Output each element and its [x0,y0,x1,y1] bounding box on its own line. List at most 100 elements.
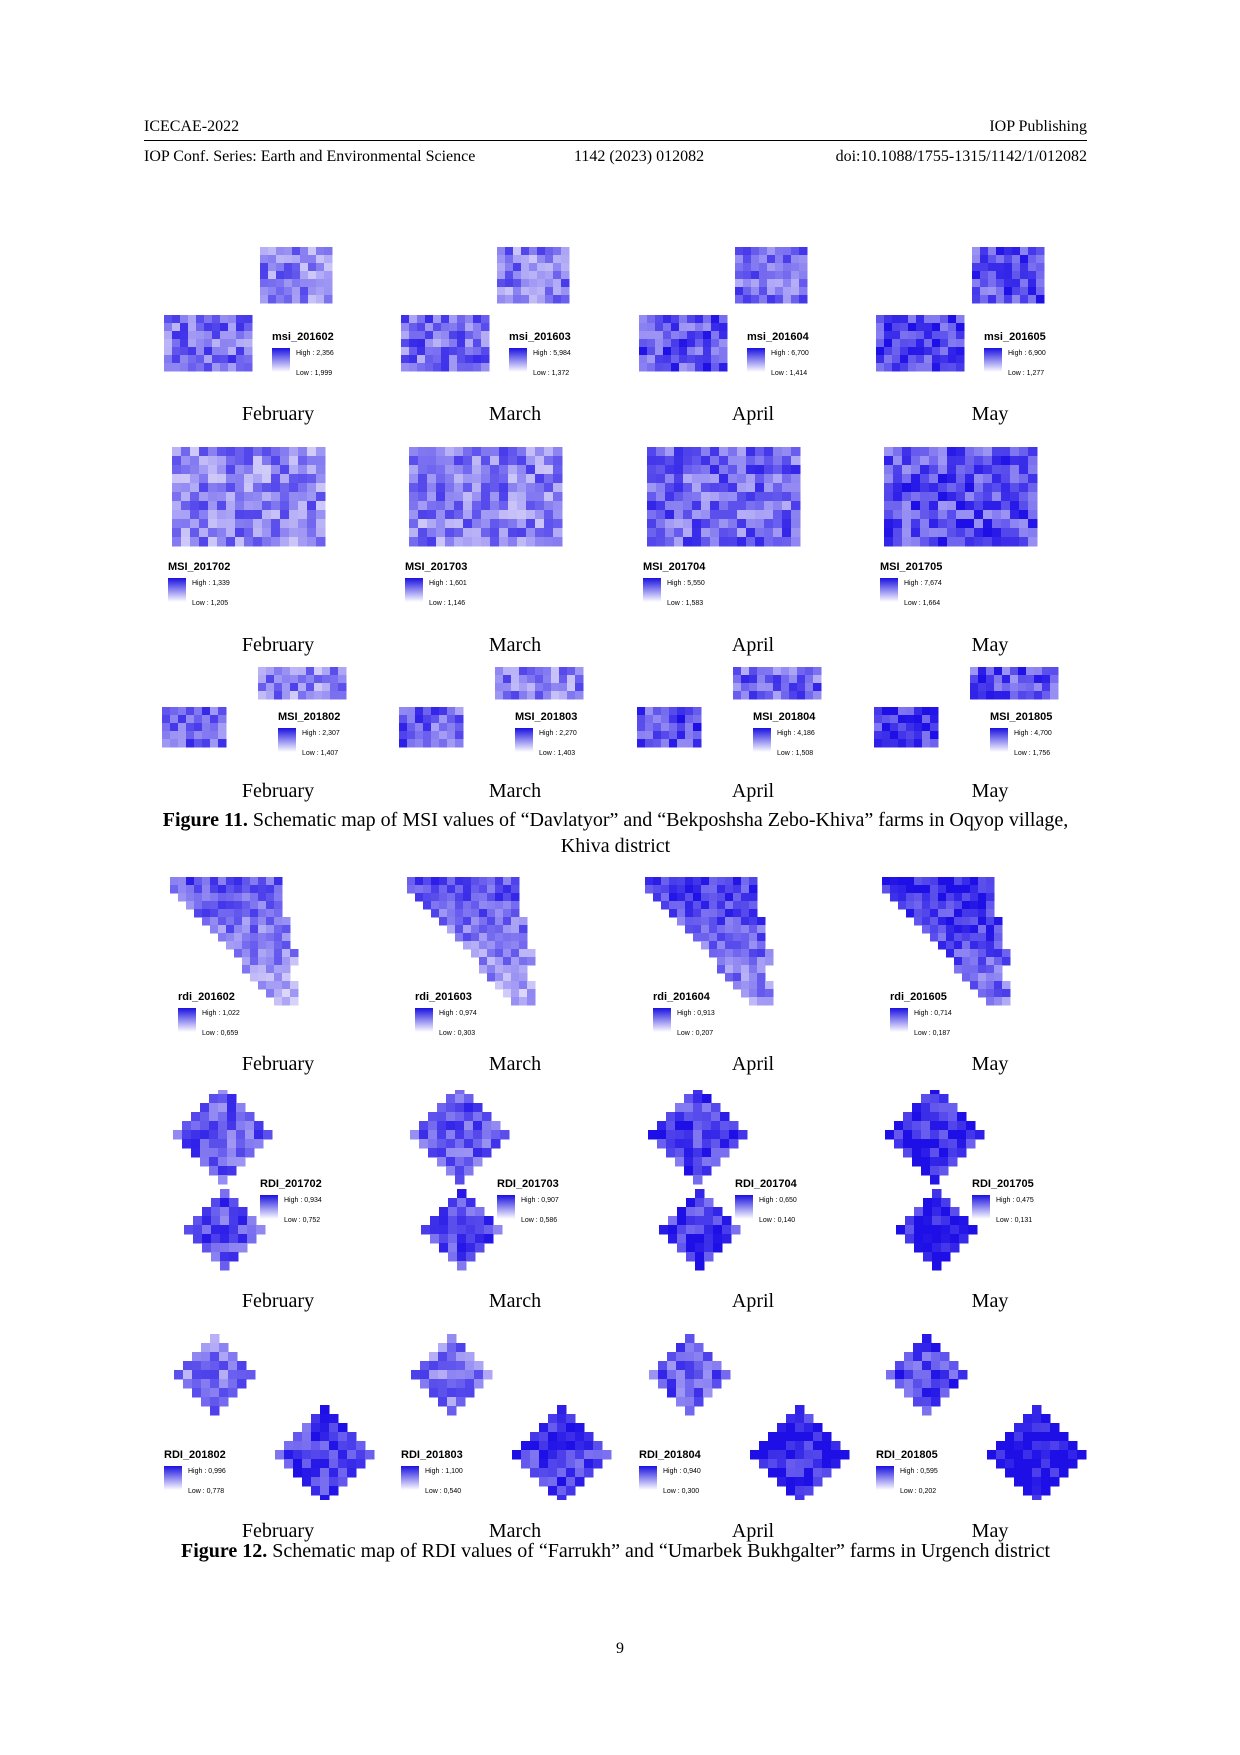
figure-11-caption-text: Schematic map of MSI values of “Davlatyo… [247,809,1069,857]
legend-color-ramp [984,348,1002,372]
field-polygon [495,667,584,700]
field-polygon [410,1090,510,1185]
raster-map: rdi_201602 High : 1,022 Low : 0,659 [170,877,299,1037]
doi: doi:10.1088/1755-1315/1142/1/012082 [835,148,1087,165]
legend-low-value: Low : 1,205 [192,600,228,607]
raster-map: MSI_201704 High : 5,550 Low : 1,583 [643,447,801,607]
raster-map: rdi_201603 High : 0,974 Low : 0,303 [407,877,536,1037]
month-label: April [731,1520,775,1542]
legend-color-ramp [747,348,765,372]
field-polygon [639,315,728,372]
field-polygon [886,1334,968,1416]
field-polygon [885,1090,985,1185]
figure11-map-panel: MSI_201705 High : 7,674 Low : 1,664 [872,437,1108,607]
field-polygon [407,877,536,1006]
legend-high-value: High : 0,650 [759,1197,797,1204]
field-polygon [184,1189,266,1271]
month-label: March [488,1290,542,1312]
figure12-map-panel: rdi_201605 High : 0,714 Low : 0,187 [872,875,1108,1050]
raster-map: MSI_201702 High : 1,339 Low : 1,205 [168,447,326,607]
figure-12-caption: Figure 12. Schematic map of RDI values o… [144,1538,1087,1564]
legend-color-ramp [643,578,661,602]
field-polygon [750,1405,850,1500]
field-polygon [876,315,965,372]
legend-low-value: Low : 0,752 [284,1217,320,1224]
month-label: February [241,780,315,802]
legend-low-value: Low : 1,277 [1008,370,1044,377]
raster-map: rdi_201604 High : 0,913 Low : 0,207 [645,877,774,1037]
legend-low-value: Low : 0,540 [425,1488,461,1495]
field-polygon [648,1090,748,1185]
field-polygon [172,447,326,547]
legend-high-value: High : 2,356 [296,350,334,357]
raster-map: msi_201605 High : 6,900 Low : 1,277 [876,247,1046,377]
legend-color-ramp [272,348,290,372]
legend-high-value: High : 0,913 [677,1010,715,1017]
figure11-map-panel: msi_201602 High : 2,356 Low : 1,999 [160,245,396,395]
legend-low-value: Low : 1,403 [539,750,575,757]
field-polygon [647,447,801,547]
figure12-map-panel: rdi_201604 High : 0,913 Low : 0,207 [635,875,871,1050]
month-label: April [731,780,775,802]
legend-layer-name: msi_201605 [984,331,1046,343]
legend-layer-name: rdi_201602 [178,991,235,1003]
legend-low-value: Low : 0,778 [188,1488,224,1495]
volume-info: 1142 (2023) 012082 [574,148,705,165]
field-polygon [882,877,1011,1006]
figure-12-label: Figure 12. [180,1540,268,1562]
field-polygon [874,707,939,748]
figure12-map-panel: rdi_201602 High : 1,022 Low : 0,659 [160,875,396,1050]
legend-layer-name: RDI_201804 [639,1449,702,1461]
field-polygon [512,1405,612,1500]
raster-map: MSI_201804 High : 4,186 Low : 1,508 [637,667,822,757]
field-polygon [987,1405,1087,1500]
field-polygon [649,1334,731,1416]
legend-low-value: Low : 1,508 [777,750,813,757]
figure11-map-panel: msi_201605 High : 6,900 Low : 1,277 [872,245,1108,395]
legend-high-value: High : 0,714 [914,1010,952,1017]
figure11-map-panel: MSI_201704 High : 5,550 Low : 1,583 [635,437,871,607]
legend-color-ramp [509,348,527,372]
raster-map: RDI_201804 High : 0,940 Low : 0,300 [639,1334,850,1500]
legend-high-value: High : 0,940 [663,1468,701,1475]
legend-high-value: High : 5,550 [667,580,705,587]
legend-low-value: Low : 0,207 [677,1030,713,1037]
figure-11-caption: Figure 11. Schematic map of MSI values o… [144,807,1087,859]
field-polygon [659,1189,741,1271]
legend-low-value: Low : 1,664 [904,600,940,607]
figure12-map-panel: RDI_201703 High : 0,907 Low : 0,586 [397,1090,633,1275]
legend-high-value: High : 6,700 [771,350,809,357]
header-rule [144,140,1087,141]
legend-color-ramp [735,1195,753,1219]
figure11-map-panel: MSI_201702 High : 1,339 Low : 1,205 [160,437,396,607]
field-polygon [645,877,774,1006]
conference-name: ICECAE-2022 [144,118,240,135]
raster-map: msi_201604 High : 6,700 Low : 1,414 [639,247,810,377]
field-polygon [275,1405,375,1500]
raster-map: RDI_201803 High : 1,100 Low : 0,540 [401,1334,612,1500]
raster-map: RDI_201705 High : 0,475 Low : 0,131 [885,1090,1034,1271]
field-polygon [735,247,808,304]
month-label: February [241,403,315,425]
legend-layer-name: msi_201603 [509,331,571,343]
legend-low-value: Low : 1,414 [771,370,807,377]
legend-color-ramp [515,728,533,752]
month-label: May [971,780,1009,802]
figure11-map-panel: MSI_201805 High : 4,700 Low : 1,756 [872,665,1108,775]
legend-layer-name: RDI_201705 [972,1178,1034,1190]
figure11-map-panel: msi_201604 High : 6,700 Low : 1,414 [635,245,871,395]
legend-low-value: Low : 1,756 [1014,750,1050,757]
month-label: March [488,780,542,802]
legend-low-value: Low : 1,146 [429,600,465,607]
legend-color-ramp [260,1195,278,1219]
legend-layer-name: MSI_201704 [643,561,706,573]
legend-color-ramp [415,1008,433,1032]
legend-color-ramp [880,578,898,602]
legend-color-ramp [168,578,186,602]
legend-low-value: Low : 0,131 [996,1217,1032,1224]
month-label: May [971,1053,1009,1075]
legend-low-value: Low : 0,303 [439,1030,475,1037]
legend-layer-name: MSI_201803 [515,711,577,723]
legend-high-value: High : 7,674 [904,580,942,587]
figure12-map-panel: RDI_201803 High : 1,100 Low : 0,540 [397,1325,633,1500]
